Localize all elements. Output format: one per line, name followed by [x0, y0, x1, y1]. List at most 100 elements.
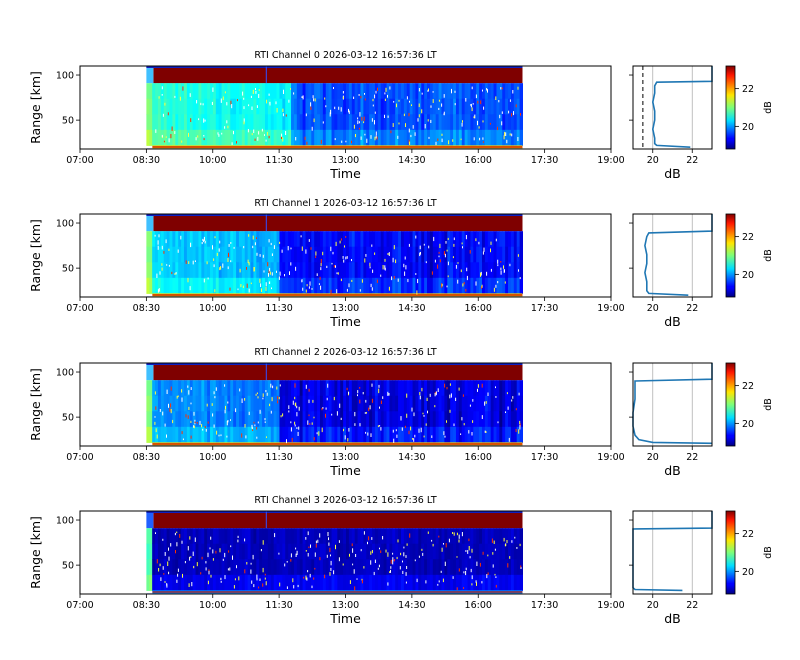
speckle — [168, 571, 170, 575]
speckle — [497, 126, 498, 131]
heatmap-cell — [227, 277, 231, 294]
speckle — [397, 278, 399, 282]
speckle — [266, 99, 268, 104]
heatmap-cell — [366, 83, 370, 100]
heatmap-cell — [476, 411, 480, 428]
speckle — [330, 554, 331, 557]
start-strip — [146, 363, 154, 381]
speckle — [269, 267, 271, 272]
speckle — [203, 135, 205, 137]
heatmap-cell — [441, 129, 445, 146]
heatmap-cell — [392, 395, 396, 412]
speckle — [396, 556, 398, 560]
heatmap-cell — [181, 395, 185, 412]
heatmap-cell — [302, 129, 306, 146]
heatmap-cell — [146, 426, 150, 443]
heatmap-cell — [157, 574, 162, 591]
heatmap-cell — [317, 574, 321, 591]
heatmap-cell — [441, 277, 445, 294]
heatmap-cell — [392, 411, 396, 428]
heatmap-cell — [244, 380, 249, 397]
heatmap-cell — [155, 246, 159, 263]
speckle — [308, 388, 310, 392]
speckle — [485, 431, 487, 433]
heatmap-cell — [484, 380, 489, 397]
speckle — [155, 532, 156, 534]
speckle — [389, 86, 391, 90]
heatmap-cell — [476, 574, 480, 591]
speckle — [177, 568, 179, 572]
heatmap-cell — [383, 543, 388, 560]
heatmap-cell — [305, 114, 309, 131]
heatmap-cell — [163, 114, 168, 131]
heatmap-cell — [273, 426, 278, 443]
heatmap-cell — [383, 528, 388, 545]
heatmap-cell — [499, 246, 503, 263]
speckle — [382, 265, 384, 270]
heatmap-cell — [346, 380, 350, 397]
heatmap-cell — [467, 262, 471, 279]
heatmap-cell — [238, 528, 243, 545]
heatmap-cell — [181, 83, 185, 100]
speckle — [355, 554, 357, 557]
heatmap-cell — [369, 411, 373, 428]
heatmap-cell — [253, 395, 257, 412]
heatmap-cell — [160, 395, 165, 412]
heatmap-cell — [412, 528, 416, 545]
heatmap-cell — [238, 411, 243, 428]
heatmap-cell — [189, 114, 194, 131]
heatmap-cell — [348, 528, 353, 545]
heatmap-cell — [372, 528, 376, 545]
heatmap-cell — [346, 262, 350, 279]
heatmap-cell — [372, 246, 376, 263]
heatmap-cell — [441, 543, 445, 560]
heatmap-cell — [183, 528, 188, 545]
heatmap-cell — [152, 411, 156, 428]
heatmap-cell — [181, 277, 185, 294]
heatmap-cell — [415, 129, 419, 146]
speckle — [377, 425, 379, 428]
speckle — [480, 271, 482, 276]
speckle — [471, 432, 473, 436]
speckle — [202, 103, 204, 106]
heatmap-cell — [377, 277, 382, 294]
heatmap-cell — [314, 380, 318, 397]
heatmap-cell — [400, 246, 405, 263]
heatmap-cell — [322, 98, 327, 115]
heatmap-cell — [481, 83, 486, 100]
heatmap-cell — [392, 277, 396, 294]
speckle — [174, 273, 176, 275]
heatmap-cell — [207, 231, 211, 248]
heatmap-cell — [250, 380, 254, 397]
heatmap-cell — [204, 114, 208, 131]
heatmap-cell — [183, 231, 188, 248]
heatmap-cell — [172, 395, 176, 412]
heatmap-cell — [178, 231, 182, 248]
heatmap-cell — [218, 395, 223, 412]
speckle — [384, 98, 386, 101]
heatmap-cell — [256, 411, 260, 428]
heatmap-cell — [224, 231, 228, 248]
speckle — [193, 425, 195, 429]
heatmap-cell — [253, 83, 257, 100]
speckle — [224, 409, 226, 414]
heatmap-cell — [427, 262, 431, 279]
heatmap-cell — [204, 262, 208, 279]
heatmap-cell — [244, 98, 249, 115]
heatmap-cell — [427, 98, 431, 115]
heatmap-cell — [424, 83, 428, 100]
heatmap-cell — [380, 426, 385, 443]
heatmap-cell — [207, 262, 211, 279]
heatmap-cell — [398, 231, 402, 248]
heatmap-cell — [238, 559, 243, 576]
heatmap-cell — [343, 543, 347, 560]
speckle — [396, 103, 397, 108]
speckle — [267, 262, 269, 267]
heatmap-cell — [181, 98, 185, 115]
heatmap-cell — [259, 246, 263, 263]
heatmap-cell — [380, 262, 385, 279]
heatmap-cell — [152, 574, 156, 591]
heatmap-cell — [265, 129, 269, 146]
heatmap-cell — [508, 129, 512, 146]
heatmap-cell — [265, 528, 269, 545]
